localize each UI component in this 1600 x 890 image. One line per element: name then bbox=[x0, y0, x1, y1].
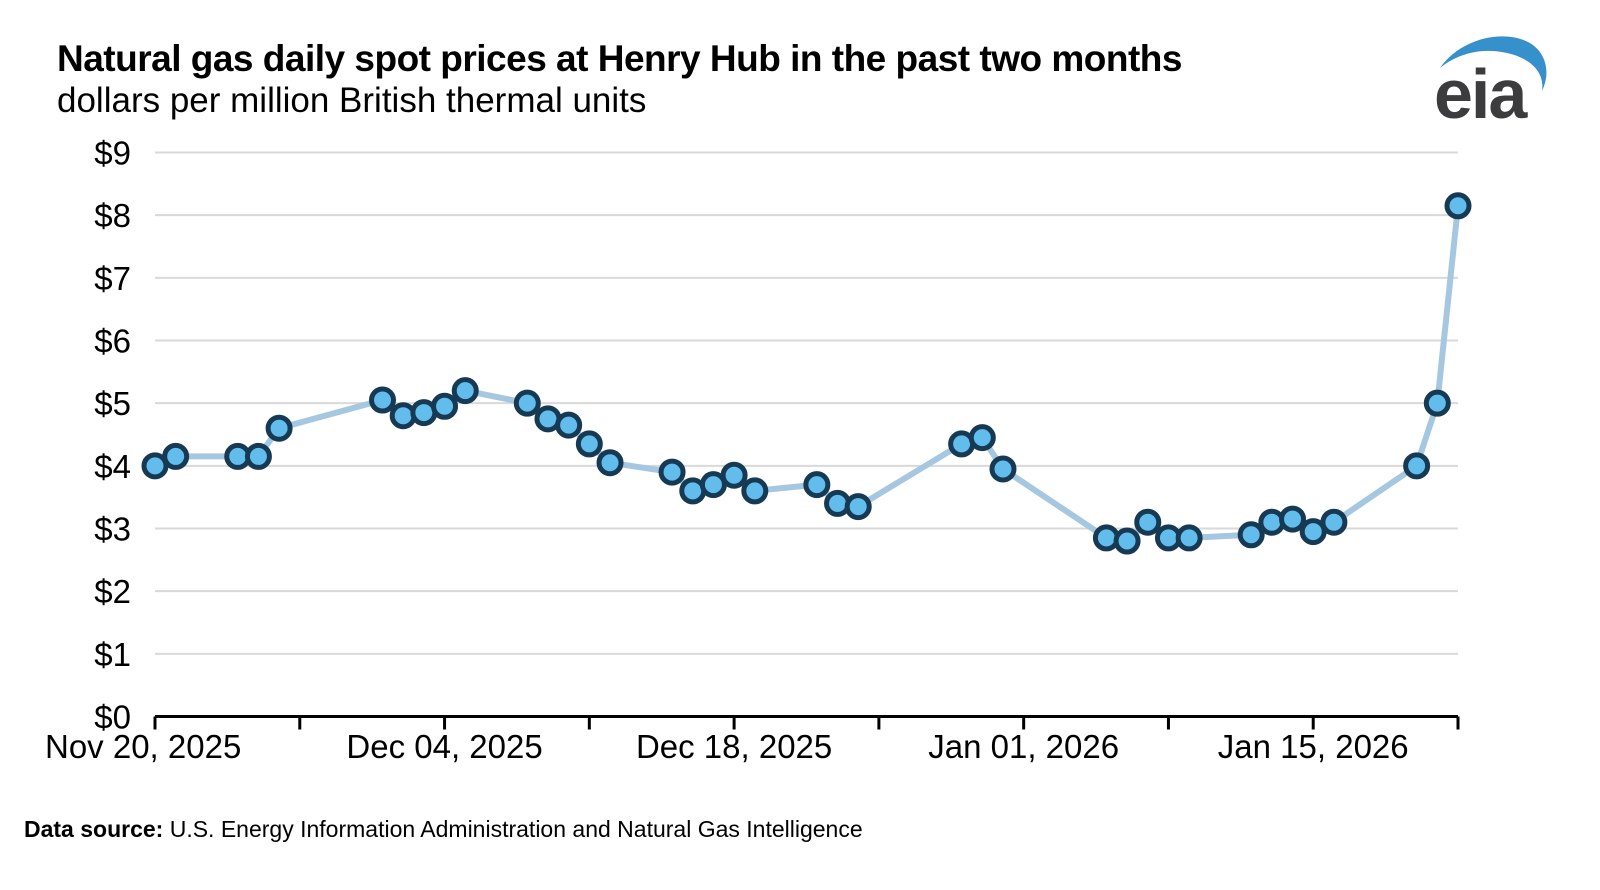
x-tick-label: Jan 01, 2026 bbox=[928, 728, 1119, 765]
eia-logo: eia bbox=[1434, 36, 1547, 126]
x-tick-label: Nov 20, 2025 bbox=[45, 728, 241, 765]
data-point bbox=[1134, 508, 1162, 536]
y-tick-label: $2 bbox=[94, 573, 131, 610]
data-point bbox=[431, 392, 459, 420]
data-point bbox=[803, 471, 831, 499]
y-tick-label: $5 bbox=[94, 385, 131, 422]
y-tick-label: $7 bbox=[94, 260, 131, 297]
data-point bbox=[1423, 389, 1451, 417]
chart-subtitle: dollars per million British thermal unit… bbox=[57, 81, 647, 120]
data-point bbox=[1444, 192, 1472, 220]
data-point bbox=[844, 493, 872, 521]
y-tick-label: $8 bbox=[94, 197, 131, 234]
data-point bbox=[555, 411, 583, 439]
data-point bbox=[575, 430, 603, 458]
y-tick-label: $6 bbox=[94, 323, 131, 360]
data-point bbox=[741, 477, 769, 505]
data-point bbox=[1320, 508, 1348, 536]
y-tick-label: $4 bbox=[94, 448, 131, 485]
data-point bbox=[244, 442, 272, 470]
data-point bbox=[658, 458, 686, 486]
data-source: Data source: U.S. Energy Information Adm… bbox=[24, 816, 863, 843]
eia-logo-text: eia bbox=[1434, 55, 1528, 126]
data-point bbox=[720, 461, 748, 489]
data-point bbox=[968, 424, 996, 452]
data-point bbox=[596, 449, 624, 477]
y-tick-label: $9 bbox=[94, 135, 131, 172]
chart-title: Natural gas daily spot prices at Henry H… bbox=[57, 38, 1182, 79]
x-tick-label: Jan 15, 2026 bbox=[1218, 728, 1409, 765]
data-point bbox=[451, 377, 479, 405]
data-point bbox=[1279, 505, 1307, 533]
data-point bbox=[265, 414, 293, 442]
data-source-label: Data source: bbox=[24, 816, 164, 842]
data-point bbox=[1175, 524, 1203, 552]
price-chart: $0 $1 $2 $3 $4 $5 $6 $7 $8 $9 Nov 20, 2025 Dec 04, … bbox=[45, 135, 1472, 765]
y-tick-label: $0 bbox=[94, 699, 131, 736]
data-point bbox=[1113, 527, 1141, 555]
x-tick-label: Dec 18, 2025 bbox=[636, 728, 832, 765]
data-point bbox=[162, 442, 190, 470]
data-source-text: U.S. Energy Information Administration a… bbox=[163, 816, 863, 842]
y-tick-label: $3 bbox=[94, 511, 131, 548]
data-point bbox=[513, 389, 541, 417]
x-tick-label: Dec 04, 2025 bbox=[346, 728, 542, 765]
y-tick-label: $1 bbox=[94, 636, 131, 673]
data-point bbox=[989, 455, 1017, 483]
data-point bbox=[1237, 521, 1265, 549]
data-point bbox=[1403, 452, 1431, 480]
eia-logo-swoosh bbox=[1440, 36, 1547, 91]
data-point bbox=[369, 386, 397, 414]
